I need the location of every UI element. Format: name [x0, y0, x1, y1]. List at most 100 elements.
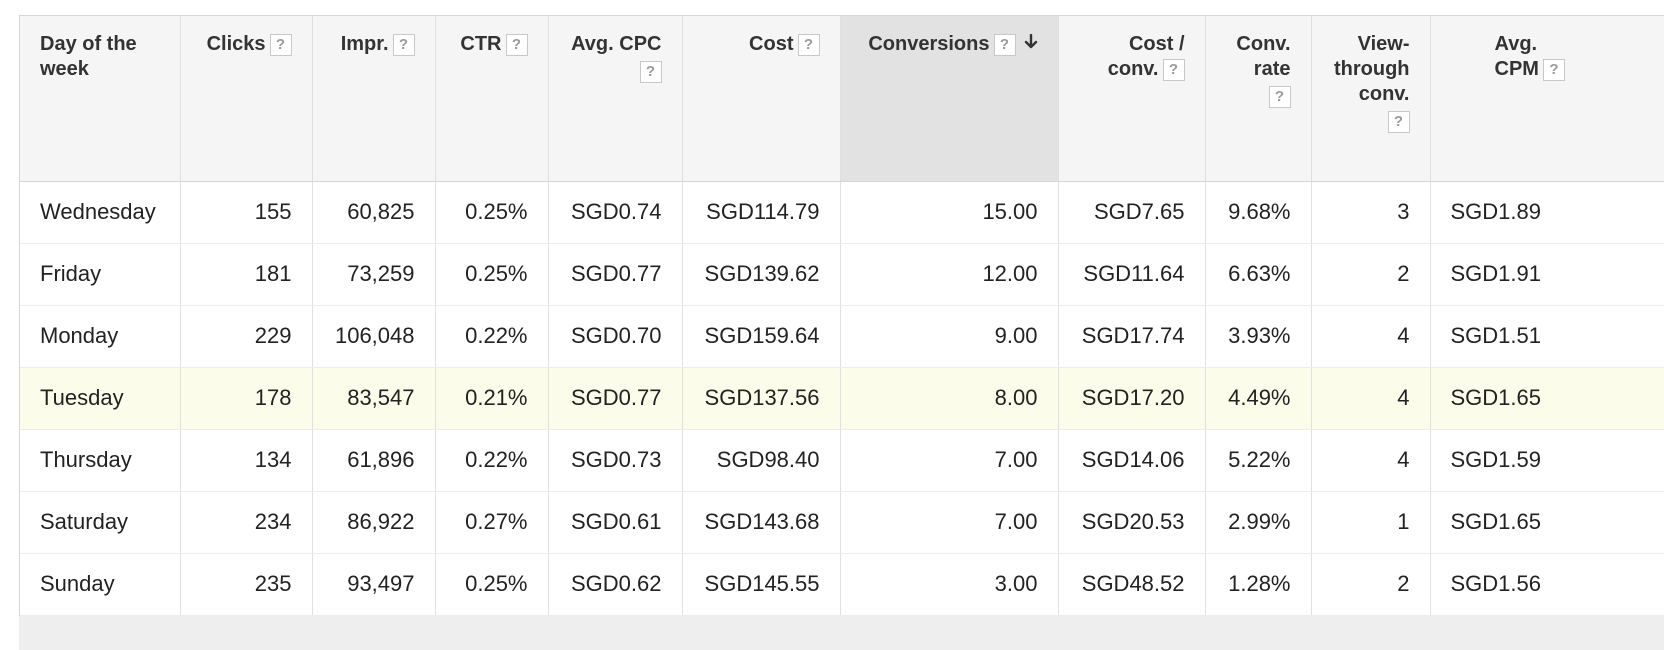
cell-cost-per-conv: SGD20.53	[1058, 491, 1206, 554]
help-icon[interactable]: ?	[639, 60, 662, 83]
cell-avg-cpc: SGD0.74	[548, 181, 683, 244]
cell-conversions: 12.00	[840, 243, 1059, 306]
cell-avg-cpc: SGD0.62	[548, 553, 683, 616]
cell-ctr: 0.27%	[435, 491, 549, 554]
table-row: Monday 229 106,048 0.22% SGD0.70 SGD159.…	[20, 305, 1664, 368]
cell-avg-cpc: SGD0.77	[548, 367, 683, 430]
cell-avg-cpc: SGD0.77	[548, 243, 683, 306]
column-header-impressions[interactable]: Impr.?	[312, 16, 436, 182]
table-row: Wednesday 155 60,825 0.25% SGD0.74 SGD11…	[20, 181, 1664, 244]
cell-day: Friday	[20, 243, 181, 306]
help-icon[interactable]: ?	[1268, 85, 1291, 108]
cell-clicks: 235	[180, 553, 313, 616]
cell-impressions: 83,547	[312, 367, 436, 430]
column-header-cost[interactable]: Cost?	[682, 16, 841, 182]
cell-view-through-conv: 2	[1311, 243, 1431, 306]
cell-day: Thursday	[20, 429, 181, 492]
column-header-view-through-conv[interactable]: View-through conv. ?	[1311, 16, 1431, 182]
cell-cost-per-conv: SGD11.64	[1058, 243, 1206, 306]
cell-ctr: 0.22%	[435, 429, 549, 492]
column-label: Clicks	[206, 33, 266, 55]
help-icon[interactable]: ?	[993, 33, 1016, 56]
cell-clicks: 134	[180, 429, 313, 492]
stats-table: Day of the week Clicks? Impr.? CTR? Avg.…	[20, 16, 1664, 616]
cell-cost: SGD114.79	[682, 181, 841, 244]
cell-avg-cpm: SGD1.59	[1430, 429, 1664, 492]
column-label: Impr.	[340, 33, 389, 55]
cell-clicks: 181	[180, 243, 313, 306]
column-header-avg-cpm[interactable]: Avg. CPM?	[1430, 16, 1664, 182]
column-label: CTR	[460, 33, 502, 55]
table-footer-bar	[19, 616, 1664, 650]
cell-view-through-conv: 2	[1311, 553, 1431, 616]
column-header-conversions[interactable]: Conversions?	[840, 16, 1059, 182]
cell-clicks: 229	[180, 305, 313, 368]
cell-day: Wednesday	[20, 181, 181, 244]
cell-avg-cpm: SGD1.51	[1430, 305, 1664, 368]
cell-conv-rate: 6.63%	[1205, 243, 1312, 306]
cell-conversions: 9.00	[840, 305, 1059, 368]
cell-day: Monday	[20, 305, 181, 368]
header-row: Day of the week Clicks? Impr.? CTR? Avg.…	[20, 16, 1664, 182]
cell-avg-cpm: SGD1.65	[1430, 367, 1664, 430]
cell-conv-rate: 2.99%	[1205, 491, 1312, 554]
table-row-highlighted: Tuesday 178 83,547 0.21% SGD0.77 SGD137.…	[20, 367, 1664, 430]
help-icon[interactable]: ?	[505, 33, 528, 56]
cell-conv-rate: 5.22%	[1205, 429, 1312, 492]
column-header-avg-cpc[interactable]: Avg. CPC ?	[548, 16, 683, 182]
cell-cost-per-conv: SGD48.52	[1058, 553, 1206, 616]
cell-avg-cpm: SGD1.65	[1430, 491, 1664, 554]
cell-impressions: 73,259	[312, 243, 436, 306]
column-header-ctr[interactable]: CTR?	[435, 16, 549, 182]
column-label: Conversions	[868, 33, 990, 55]
help-icon[interactable]: ?	[1162, 58, 1185, 81]
help-icon[interactable]: ?	[1542, 58, 1565, 81]
cell-ctr: 0.25%	[435, 243, 549, 306]
cell-cost: SGD159.64	[682, 305, 841, 368]
column-header-conv-rate[interactable]: Conv. rate ?	[1205, 16, 1312, 182]
cell-avg-cpm: SGD1.91	[1430, 243, 1664, 306]
cell-view-through-conv: 1	[1311, 491, 1431, 554]
cell-conv-rate: 4.49%	[1205, 367, 1312, 430]
cell-cost: SGD145.55	[682, 553, 841, 616]
stats-table-container: Day of the week Clicks? Impr.? CTR? Avg.…	[19, 15, 1664, 617]
cell-cost-per-conv: SGD17.20	[1058, 367, 1206, 430]
cell-conversions: 7.00	[840, 429, 1059, 492]
column-header-cost-per-conv[interactable]: Cost / conv.?	[1058, 16, 1206, 182]
cell-conversions: 8.00	[840, 367, 1059, 430]
cell-conv-rate: 9.68%	[1205, 181, 1312, 244]
cell-view-through-conv: 4	[1311, 429, 1431, 492]
column-label: Cost / conv.	[1107, 33, 1185, 80]
sort-descending-arrow-icon[interactable]	[1024, 32, 1038, 57]
cell-impressions: 86,922	[312, 491, 436, 554]
column-header-day[interactable]: Day of the week	[20, 16, 181, 182]
cell-conv-rate: 1.28%	[1205, 553, 1312, 616]
cell-cost-per-conv: SGD7.65	[1058, 181, 1206, 244]
cell-conversions: 7.00	[840, 491, 1059, 554]
cell-cost: SGD143.68	[682, 491, 841, 554]
cell-clicks: 155	[180, 181, 313, 244]
cell-impressions: 93,497	[312, 553, 436, 616]
column-label: Avg. CPM	[1494, 33, 1539, 80]
cell-cost: SGD98.40	[682, 429, 841, 492]
cell-avg-cpc: SGD0.61	[548, 491, 683, 554]
column-label: Conv. rate	[1236, 33, 1291, 80]
help-icon[interactable]: ?	[392, 33, 415, 56]
cell-conv-rate: 3.93%	[1205, 305, 1312, 368]
column-label: Avg. CPC	[571, 33, 662, 55]
cell-day: Saturday	[20, 491, 181, 554]
cell-ctr: 0.21%	[435, 367, 549, 430]
help-icon[interactable]: ?	[797, 33, 820, 56]
table-row: Saturday 234 86,922 0.27% SGD0.61 SGD143…	[20, 491, 1664, 554]
cell-conversions: 15.00	[840, 181, 1059, 244]
cell-ctr: 0.22%	[435, 305, 549, 368]
help-icon[interactable]: ?	[1387, 110, 1410, 133]
cell-cost: SGD137.56	[682, 367, 841, 430]
column-header-clicks[interactable]: Clicks?	[180, 16, 313, 182]
table-row: Friday 181 73,259 0.25% SGD0.77 SGD139.6…	[20, 243, 1664, 306]
column-label: Day of the week	[40, 33, 137, 80]
help-icon[interactable]: ?	[269, 33, 292, 56]
cell-ctr: 0.25%	[435, 553, 549, 616]
cell-impressions: 106,048	[312, 305, 436, 368]
cell-day: Tuesday	[20, 367, 181, 430]
